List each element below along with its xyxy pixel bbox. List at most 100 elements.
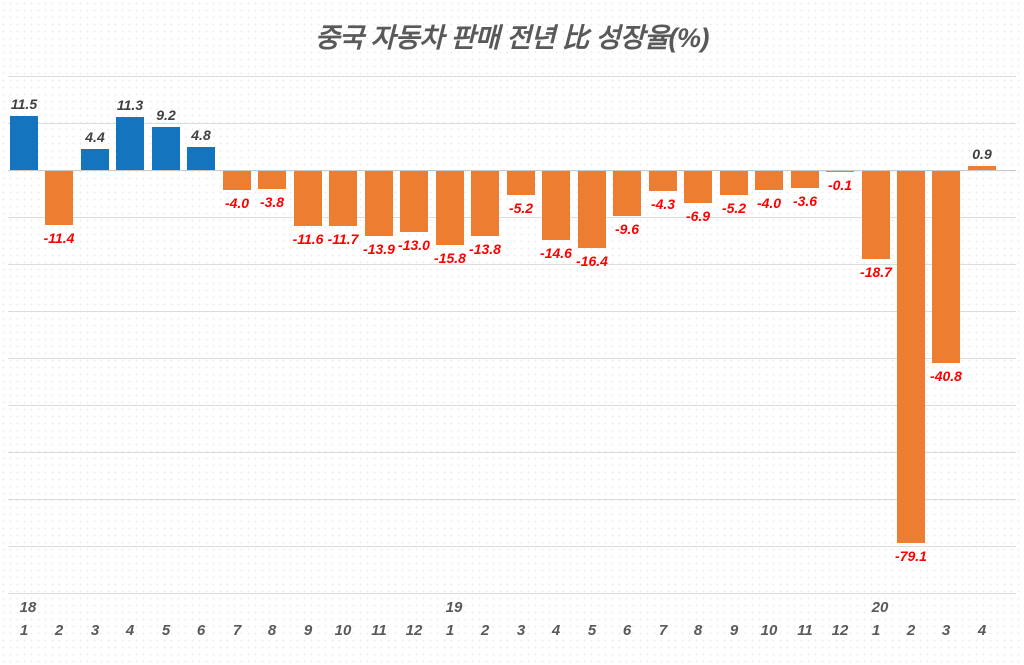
zero-gridline [8,170,1016,171]
month-label-19-5: 5 [587,622,597,639]
bar-19-4 [542,171,570,240]
gridline [8,593,1016,594]
bar-18-6 [187,147,215,170]
bar-value-label: -3.8 [259,194,285,210]
month-label-19-6: 6 [622,622,632,639]
bar-value-label: 11.5 [10,96,38,112]
bar-20-3 [932,171,960,363]
bar-value-label: -79.1 [895,548,927,564]
bar-19-6 [613,171,641,216]
bar-value-label: -15.8 [434,250,466,266]
month-label-20-2: 2 [906,622,916,639]
bar-value-label: -13.8 [469,241,501,257]
month-label-20-1: 1 [871,622,881,639]
month-label-19-11: 11 [797,622,813,639]
bar-19-5 [578,171,606,248]
month-label-18-8: 8 [267,622,277,639]
bar-value-label: -40.8 [930,368,962,384]
bar-value-label: -18.7 [860,264,892,280]
bar-18-12 [400,171,428,232]
bar-18-4 [116,117,144,170]
bar-value-label: 4.4 [85,129,105,145]
month-label-18-9: 9 [303,622,313,639]
bar-value-label: -0.1 [827,177,853,193]
month-label-19-10: 10 [760,622,778,639]
month-label-19-2: 2 [480,622,490,639]
year-label-19: 19 [445,599,463,616]
bar-20-2 [897,171,925,543]
bar-value-label: -13.9 [363,241,395,257]
gridline [8,452,1016,453]
month-label-18-1: 1 [19,622,29,639]
month-label-18-7: 7 [232,622,242,639]
month-label-18-3: 3 [90,622,100,639]
chart-title: 중국 자동차 판매 전년 比 성장율(%) [314,23,710,53]
bar-19-1 [436,171,464,245]
bar-value-label: 4.8 [191,127,211,143]
gridline [8,76,1016,77]
bar-18-1 [10,116,38,170]
gridline [8,123,1016,124]
bar-18-2 [45,171,73,225]
month-label-18-6: 6 [196,622,206,639]
bar-value-label: 11.3 [116,97,144,113]
bar-value-label: -4.0 [756,195,782,211]
bar-value-label: 0.9 [972,146,992,162]
month-label-19-1: 1 [445,622,455,639]
month-label-18-10: 10 [334,622,352,639]
month-label-18-2: 2 [54,622,64,639]
bar-18-7 [223,171,251,190]
month-label-19-4: 4 [551,622,561,639]
bar-19-10 [755,171,783,190]
bar-value-label: -13.0 [398,237,430,253]
month-label-19-7: 7 [658,622,668,639]
year-label-18: 18 [19,599,37,616]
bar-20-4 [968,166,996,170]
bar-19-7 [649,171,677,191]
bar-value-label: -3.6 [792,193,818,209]
gridline [8,499,1016,500]
bar-value-label: -5.2 [721,200,747,216]
bar-19-8 [684,171,712,203]
gridline [8,311,1016,312]
bar-value-label: -11.4 [43,230,75,246]
bar-value-label: -4.0 [224,195,250,211]
month-label-18-5: 5 [161,622,171,639]
month-label-19-8: 8 [693,622,703,639]
year-label-20: 20 [871,599,889,616]
bar-value-label: -14.6 [540,245,572,261]
bar-value-label: 9.2 [156,107,176,123]
month-label-19-12: 12 [831,622,849,639]
month-label-18-12: 12 [405,622,423,639]
bar-18-10 [329,171,357,226]
bar-18-5 [152,127,180,170]
bar-value-label: -16.4 [576,253,608,269]
bar-19-9 [720,171,748,195]
bar-value-label: -9.6 [614,221,640,237]
gridline [8,405,1016,406]
bar-18-3 [81,149,109,170]
bar-value-label: -11.7 [327,231,359,247]
bar-value-label: -5.2 [508,200,534,216]
bar-value-label: -11.6 [292,231,324,247]
bar-18-11 [365,171,393,236]
bar-19-11 [791,171,819,188]
gridline [8,546,1016,547]
month-label-19-3: 3 [516,622,526,639]
bar-value-label: -4.3 [650,196,676,212]
gridline [8,358,1016,359]
bar-value-label: -6.9 [685,208,711,224]
month-label-18-11: 11 [371,622,387,639]
gridline [8,264,1016,265]
bar-19-12 [826,171,854,172]
bar-20-1 [862,171,890,259]
month-label-19-9: 9 [729,622,739,639]
bar-18-9 [294,171,322,226]
bar-19-2 [471,171,499,236]
gridline [8,217,1016,218]
month-label-20-4: 4 [977,622,987,639]
bar-18-8 [258,171,286,189]
month-label-18-4: 4 [125,622,135,639]
month-label-20-3: 3 [941,622,951,639]
